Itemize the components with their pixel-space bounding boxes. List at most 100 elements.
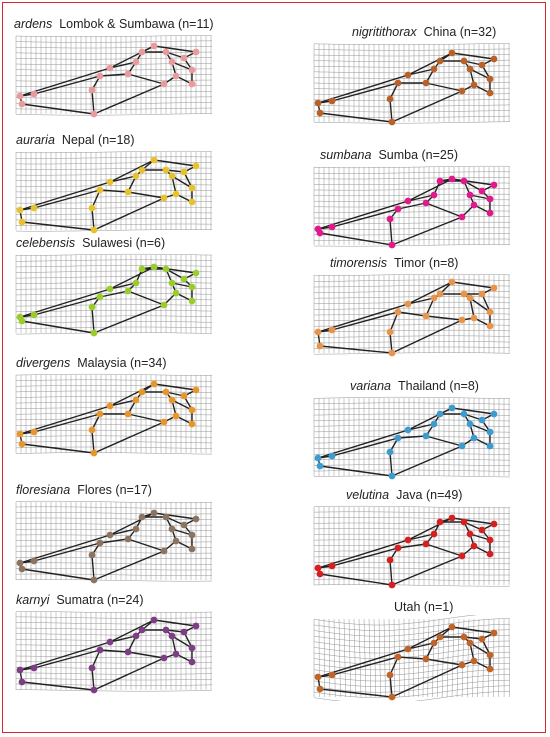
landmark-point: [460, 410, 468, 418]
landmark-point: [162, 265, 170, 273]
landmark-point: [88, 303, 96, 311]
landmark-point: [470, 542, 478, 550]
landmark-point: [30, 664, 38, 672]
landmark-point: [314, 454, 322, 462]
wing-landmark-diagram: [15, 150, 213, 234]
landmark-point: [18, 440, 26, 448]
landmark-point: [470, 314, 478, 322]
landmark-point: [388, 581, 396, 589]
landmark-point: [436, 290, 444, 298]
landmark-point: [478, 290, 486, 298]
landmark-point: [30, 428, 38, 436]
deformation-grid: [313, 43, 511, 124]
landmark-point: [486, 651, 494, 659]
landmark-point: [460, 290, 468, 298]
landmark-point: [458, 442, 466, 450]
landmark-point: [180, 54, 188, 62]
landmark-point: [124, 648, 132, 656]
landmark-point: [394, 434, 402, 442]
landmark-point: [90, 449, 98, 457]
landmark-point: [188, 184, 196, 192]
landmark-point: [162, 48, 170, 56]
landmark-point: [162, 388, 170, 396]
landmark-point: [30, 557, 38, 565]
wing-landmark-diagram: [15, 500, 212, 584]
wing-landmark-diagram: [313, 505, 510, 589]
landmark-point: [328, 326, 336, 334]
landmark-point: [470, 434, 478, 442]
location-label: China (n=32): [423, 25, 497, 39]
landmark-point: [458, 552, 466, 560]
wing-landmark-diagram: [15, 373, 212, 457]
landmark-point: [16, 666, 24, 674]
landmark-point: [18, 565, 26, 573]
wing-panel: celebensis Sulawesi (n=6): [14, 235, 264, 337]
landmark-point: [16, 559, 24, 567]
wing-landmark-diagram: [313, 165, 511, 249]
landmark-point: [160, 301, 168, 309]
landmark-point: [90, 329, 98, 337]
landmark-point: [150, 156, 158, 164]
landmark-point: [106, 64, 114, 72]
landmark-point: [90, 686, 98, 694]
landmark-point: [490, 520, 498, 528]
landmark-point: [486, 550, 494, 558]
landmark-point: [18, 317, 26, 325]
landmark-point: [192, 386, 200, 394]
landmark-point: [404, 71, 412, 79]
landmark-point: [90, 110, 98, 118]
wing-panel: auraria Nepal (n=18): [14, 132, 264, 234]
landmark-point: [460, 177, 468, 185]
landmark-point: [162, 166, 170, 174]
landmark-point: [132, 396, 140, 404]
wing-panel: variana Thailand (n=8): [312, 378, 550, 480]
landmark-point: [188, 406, 196, 414]
landmark-point: [466, 294, 474, 302]
landmark-point: [188, 66, 196, 74]
landmark-point: [388, 118, 396, 126]
landmark-point: [96, 410, 104, 418]
landmark-point: [486, 665, 494, 673]
landmark-point: [88, 204, 96, 212]
landmark-point: [192, 622, 200, 630]
landmark-point: [124, 188, 132, 196]
species-name: variana: [350, 379, 391, 393]
landmark-point: [132, 58, 140, 66]
wing-landmark-diagram: [313, 273, 511, 357]
landmark-point: [138, 626, 146, 634]
landmark-point: [486, 308, 494, 316]
landmark-point: [448, 278, 456, 286]
deformation-grid: [313, 396, 511, 478]
wing-panel: karnyi Sumatra (n=24): [14, 592, 264, 694]
landmark-point: [160, 418, 168, 426]
landmark-point: [486, 442, 494, 450]
landmark-point: [394, 79, 402, 87]
landmark-point: [160, 194, 168, 202]
landmark-point: [490, 629, 498, 637]
vein-network: [317, 281, 495, 354]
location-label: Sulawesi (n=6): [82, 236, 166, 250]
wing-landmark-diagram: [15, 610, 213, 694]
landmark-point: [328, 97, 336, 105]
landmark-point: [138, 166, 146, 174]
landmark-point: [470, 657, 478, 665]
landmark-point: [132, 172, 140, 180]
landmark-point: [490, 284, 498, 292]
landmark-point: [124, 535, 132, 543]
landmark-point: [132, 632, 140, 640]
landmark-point: [106, 531, 114, 539]
landmark-point: [96, 293, 104, 301]
location-label: Thailand (n=8): [398, 379, 479, 393]
species-name: karnyi: [16, 593, 50, 607]
landmark-point: [466, 191, 474, 199]
landmark-point: [448, 404, 456, 412]
species-name: divergens: [16, 356, 71, 370]
landmark-point: [458, 87, 466, 95]
landmark-point: [394, 544, 402, 552]
landmark-point: [192, 162, 200, 170]
landmark-point: [172, 537, 180, 545]
landmark-point: [124, 70, 132, 78]
landmark-point: [18, 100, 26, 108]
landmark-point: [386, 671, 394, 679]
